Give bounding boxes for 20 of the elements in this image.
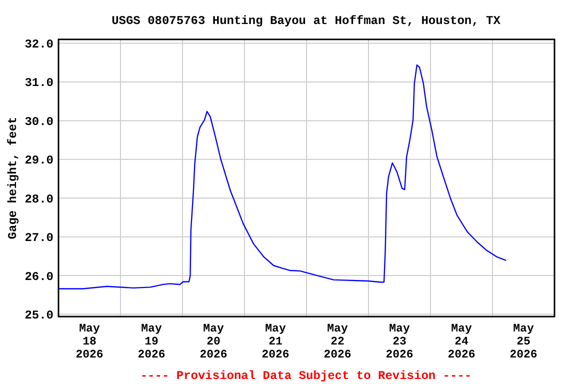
y-axis-title: Gage height, feet [6,116,20,240]
y-tick-label: 31.0 [24,76,54,90]
line-series [58,64,507,290]
x-tick-label: May 22 2026 [324,322,352,362]
x-tick-label: May 24 2026 [448,322,476,362]
x-tick-label: May 25 2026 [510,322,538,362]
y-tick-label: 27.0 [24,231,54,246]
text: ---- Provisional Data Subject to Revision ---- [140,369,472,383]
x-tick-label: May 18 2026 [76,322,104,362]
x-tick-label: May 21 2026 [262,322,290,362]
y-tick-label: 28.0 [24,192,54,206]
y-tick-label: 26.0 [24,270,54,284]
x-tick-label: May 23 2026 [386,322,414,362]
x-tick-label: May 19 2026 [138,322,166,362]
y-tick-label: 32.0 [24,37,54,52]
y-tick-label: 29.0 [24,154,54,168]
y-tick-label: 30.0 [24,114,54,129]
x-tick-label: May 20 2026 [200,322,228,362]
y-tick-label: 25.0 [24,308,54,322]
chart-title: USGS 08075763 Hunting Bayou at Hoffman St, Houston, TX [112,14,502,28]
